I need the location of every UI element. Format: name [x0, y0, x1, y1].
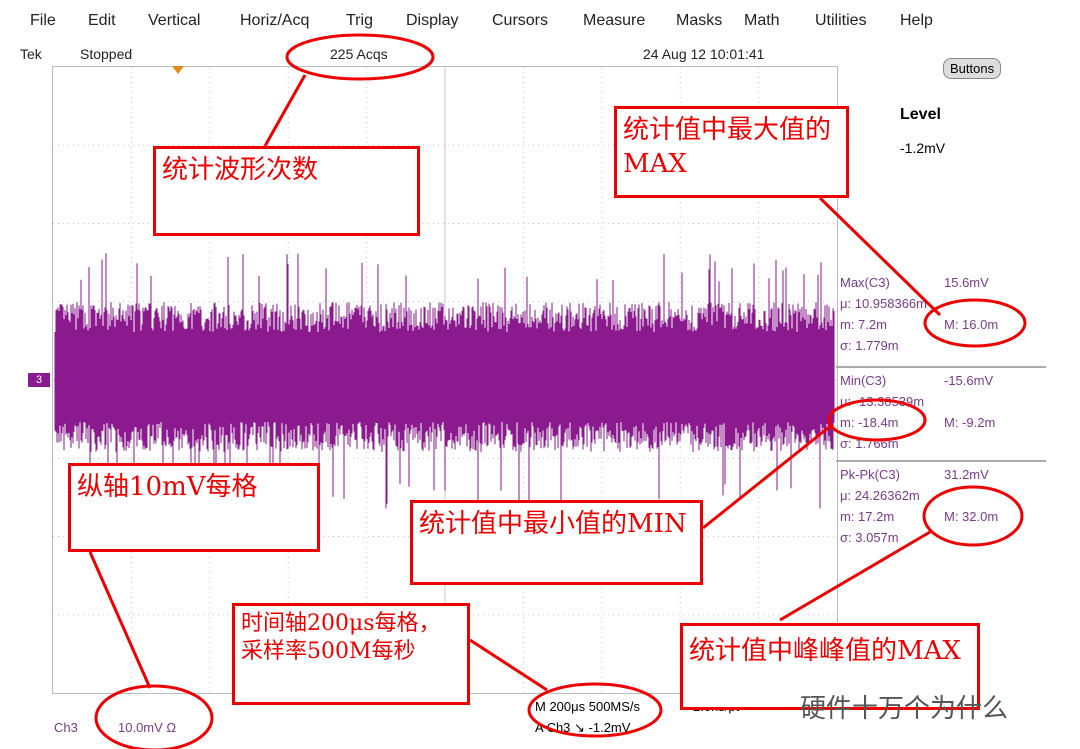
- menu-trig[interactable]: Trig: [346, 12, 373, 29]
- menu-math[interactable]: Math: [744, 12, 780, 29]
- meas-sigma: σ: 3.057m: [840, 530, 899, 545]
- menu-utilities[interactable]: Utilities: [815, 12, 867, 29]
- meas-min: m: -18.4m: [840, 415, 899, 430]
- menu-masks[interactable]: Masks: [676, 12, 723, 29]
- meas-value: -15.6mV: [944, 373, 994, 388]
- timebase[interactable]: M 200μs 500MS/s: [535, 699, 641, 714]
- menu-horiz-acq[interactable]: Horiz/Acq: [240, 12, 310, 29]
- meas-mean: μ: 10.958366m: [840, 296, 927, 311]
- meas-min: m: 17.2m: [840, 509, 895, 524]
- measurement-max: Max(C3) 15.6mV μ: 10.958366m m: 7.2m M: …: [836, 272, 1046, 368]
- trigger-level-value: -1.2mV: [900, 140, 946, 156]
- meas-mean: μ: 24.26362m: [840, 488, 920, 503]
- brand-label: Tek: [20, 46, 42, 62]
- acq-count: 225 Acqs: [330, 46, 388, 62]
- trigger-level-label: Level: [900, 106, 941, 123]
- measurement-panel: Max(C3) 15.6mV μ: 10.958366m m: 7.2m M: …: [836, 272, 1046, 552]
- meas-min: m: 7.2m: [840, 317, 887, 332]
- meas-value: 31.2mV: [944, 467, 989, 482]
- menu-cursors[interactable]: Cursors: [492, 12, 549, 29]
- meas-title: Max(C3): [840, 275, 890, 290]
- measurement-min: Min(C3) -15.6mV μ: -13.30539m m: -18.4m …: [836, 368, 1046, 462]
- menu-vertical[interactable]: Vertical: [148, 12, 201, 29]
- vertical-scale-highlight: [94, 684, 214, 749]
- meas-max: M: 16.0m: [944, 317, 999, 332]
- ch3-waveform: [54, 253, 835, 512]
- annotation-vertical-scale: 纵轴10mV每格: [68, 463, 320, 552]
- meas-mean: μ: -13.30539m: [840, 394, 925, 409]
- meas-max: M: -9.2m: [944, 415, 996, 430]
- trigger-position-icon: [172, 66, 184, 74]
- meas-sigma: σ: 1.766m: [840, 436, 899, 451]
- meas-title: Min(C3): [840, 373, 887, 388]
- annotation-timebase: 时间轴200μs每格，采样率500M每秒: [232, 603, 470, 705]
- menu-display[interactable]: Display: [406, 12, 459, 29]
- measurement-pkpk: Pk-Pk(C3) 31.2mV μ: 24.26362m m: 17.2m M…: [836, 462, 1046, 552]
- annotation-min-min: 统计值中最小值的MIN: [410, 500, 703, 585]
- datetime: 24 Aug 12 10:01:41: [643, 46, 765, 62]
- menu-help[interactable]: Help: [900, 12, 933, 29]
- meas-title: Pk-Pk(C3): [840, 467, 900, 482]
- meas-value: 15.6mV: [944, 275, 989, 290]
- meas-sigma: σ: 1.779m: [840, 338, 899, 353]
- menu-file[interactable]: File: [30, 12, 56, 29]
- trigger-readout: A Ch3 ↘ -1.2mV: [535, 720, 631, 735]
- channel-marker: 3: [28, 373, 50, 387]
- annotation-pkpk-max: 统计值中峰峰值的MAX: [680, 623, 980, 710]
- channel-label: Ch3: [54, 720, 78, 735]
- annotation-acq-count: 统计波形次数: [153, 146, 420, 236]
- run-state: Stopped: [80, 46, 133, 62]
- annotation-max-max: 统计值中最大值的MAX: [614, 106, 849, 198]
- menu-edit[interactable]: Edit: [88, 12, 116, 29]
- buttons-button[interactable]: Buttons: [943, 58, 1002, 79]
- menu-measure[interactable]: Measure: [583, 12, 646, 29]
- watermark: 硬件十万个为什么: [800, 693, 1009, 723]
- meas-max: M: 32.0m: [944, 509, 999, 524]
- vertical-scale[interactable]: 10.0mV Ω: [118, 720, 177, 735]
